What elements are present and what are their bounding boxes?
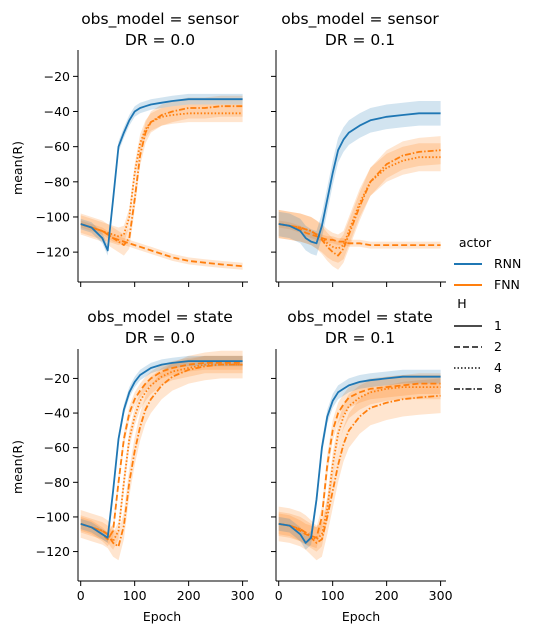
y-axis-label-bottom: mean(R) <box>10 440 25 494</box>
confidence-band-fnn-h2 <box>80 220 243 270</box>
y-tick-label: −40 <box>44 406 70 421</box>
series-line-fnn-h8 <box>278 394 441 544</box>
y-tick-label: −80 <box>44 174 70 189</box>
legend-rnn-label: RNN <box>494 256 521 271</box>
confidence-band-fnn-h8 <box>80 95 243 256</box>
series-line-fnn-h8 <box>278 149 441 257</box>
series-line-fnn-h2 <box>80 361 243 541</box>
y-tick-label: −60 <box>44 440 70 455</box>
legend-h8-label: 8 <box>494 381 502 396</box>
confidence-band-fnn-h8 <box>80 350 243 561</box>
confidence-band-fnn-h4 <box>278 375 441 552</box>
y-tick-label: −120 <box>36 245 70 260</box>
panel-1-title-line-2: DR = 0.0 <box>125 31 195 49</box>
x-tick-label: 100 <box>321 588 345 603</box>
y-tick-label: −60 <box>44 139 70 154</box>
series-line-rnn-h1 <box>278 375 441 544</box>
x-tick-label: 200 <box>375 588 399 603</box>
series-line-fnn-h2 <box>278 382 441 539</box>
legend-h1-label: 1 <box>494 318 502 333</box>
panel-2-title-line-1: obs_model = sensor <box>281 10 439 29</box>
legend-h-title: H <box>457 296 466 311</box>
y-tick-label: −120 <box>36 544 70 559</box>
confidence-band-rnn-h1 <box>278 369 441 550</box>
y-tick-label: −20 <box>44 371 70 386</box>
panel-4-title-line-2: DR = 0.1 <box>325 329 395 347</box>
x-tick-label: 0 <box>275 588 283 603</box>
y-tick-label: −20 <box>44 69 70 84</box>
y-tick-label: −80 <box>44 475 70 490</box>
series-line-fnn-h4 <box>278 156 441 250</box>
panel-1: −20 −40 −60 −80 −100 −120 <box>36 50 248 287</box>
x-tick-label: 100 <box>123 588 147 603</box>
panel-2 <box>271 50 446 287</box>
legend-h2-label: 2 <box>494 339 502 354</box>
series-line-fnn-h4 <box>80 112 243 238</box>
legend-fnn-label: FNN <box>494 277 520 292</box>
panel-1-title-line-1: obs_model = sensor <box>81 10 239 29</box>
x-tick-label: 200 <box>177 588 201 603</box>
x-tick-label: 0 <box>77 588 85 603</box>
confidence-band-fnn-h4 <box>80 355 243 550</box>
x-axis-label-left: Epoch <box>143 609 181 624</box>
series-line-fnn-h2 <box>278 223 441 247</box>
series-line-rnn-h1 <box>80 98 243 252</box>
x-tick-label: 300 <box>231 588 255 603</box>
panel-3-title-line-1: obs_model = state <box>87 308 233 327</box>
confidence-band-fnn-h4 <box>80 104 243 246</box>
panel-3: 0 100 200 300 −20 −40 −60 −80 −100 −120 <box>36 349 255 603</box>
legend: actor RNN FNN H 1 2 4 8 <box>454 235 521 396</box>
panel-4: 0 100 200 300 <box>271 349 453 603</box>
series-line-fnn-h4 <box>80 363 243 543</box>
y-tick-label: −40 <box>44 104 70 119</box>
x-axis-label-right: Epoch <box>342 609 380 624</box>
panel-4-title-line-1: obs_model = state <box>287 308 433 327</box>
confidence-band-rnn-h1 <box>278 101 441 256</box>
series-line-rnn-h1 <box>278 112 441 245</box>
legend-actor-title: actor <box>459 235 492 250</box>
y-axis-label-top: mean(R) <box>10 141 25 195</box>
confidence-band-fnn-h8 <box>278 378 441 561</box>
x-tick-label: 300 <box>429 588 453 603</box>
y-tick-label: −100 <box>36 509 70 524</box>
y-tick-label: −100 <box>36 209 70 224</box>
confidence-band-fnn-h2 <box>80 355 243 547</box>
series-line-fnn-h2 <box>80 223 243 268</box>
panel-2-title-line-2: DR = 0.1 <box>325 31 395 49</box>
legend-h4-label: 4 <box>494 360 502 375</box>
series-line-rnn-h1 <box>80 360 243 539</box>
panel-3-title-line-2: DR = 0.0 <box>125 329 195 347</box>
